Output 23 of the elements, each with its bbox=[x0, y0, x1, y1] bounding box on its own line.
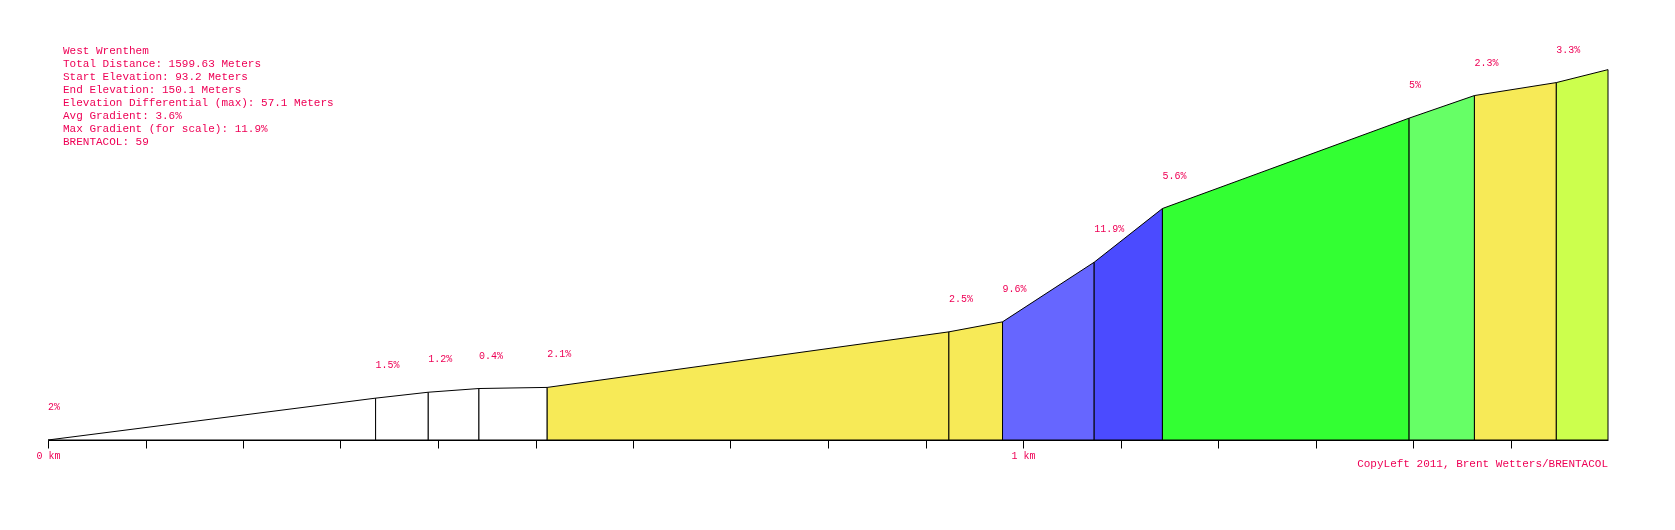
chart-title: West Wrenthem bbox=[63, 45, 150, 57]
annotation: End Elevation: 150.1 Meters bbox=[63, 84, 242, 96]
text: CopyLeft 2011, Brent Wetters/BRENTACOL bbox=[1357, 458, 1608, 470]
annotation: 3.3% bbox=[1556, 44, 1581, 56]
annotation: Avg Gradient: 3.6% bbox=[63, 110, 183, 122]
annotation: 2.3% bbox=[1474, 57, 1499, 69]
annotation: Start Elevation: 93.2 Meters bbox=[63, 71, 248, 83]
annotation: BRENTACOL: 59 bbox=[63, 136, 149, 148]
annotation: 2.5% bbox=[948, 293, 973, 305]
annotation: 2.1% bbox=[547, 349, 572, 361]
annotation: 5% bbox=[1409, 80, 1422, 92]
annotation: Elevation Differential (max): 57.1 Meters bbox=[63, 97, 334, 109]
annotation: 11.9% bbox=[1094, 224, 1125, 236]
annotation: 1.2% bbox=[428, 354, 453, 366]
annotation: 2% bbox=[48, 402, 61, 413]
annotation: Max Gradient (for scale): 11.9% bbox=[63, 123, 269, 135]
annotation: 9.6% bbox=[1002, 283, 1027, 295]
x-tick-label: 0 km bbox=[36, 450, 61, 462]
annotation: 0.4% bbox=[478, 350, 503, 362]
x-tick-label: 1 km bbox=[1011, 450, 1036, 462]
annotation: 1.5% bbox=[375, 360, 400, 372]
annotation: 5.6% bbox=[1162, 170, 1187, 182]
annotation: Total Distance: 1599.63 Meters bbox=[63, 58, 262, 70]
